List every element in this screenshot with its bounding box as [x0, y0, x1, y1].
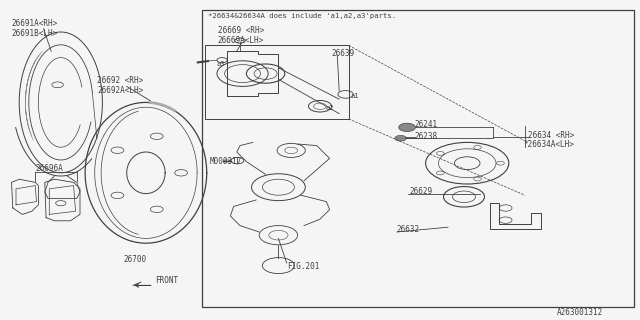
Text: FRONT: FRONT — [156, 276, 179, 285]
Text: 26669A<LH>: 26669A<LH> — [218, 36, 264, 45]
Text: 26669 <RH>: 26669 <RH> — [218, 26, 264, 35]
Text: 26696A: 26696A — [35, 164, 63, 172]
Text: a1: a1 — [351, 93, 359, 99]
Text: a2: a2 — [325, 105, 333, 111]
Text: M000317: M000317 — [210, 157, 243, 166]
Text: 26691B<LH>: 26691B<LH> — [12, 29, 58, 38]
Text: 26691A<RH>: 26691A<RH> — [12, 19, 58, 28]
Text: A263001312: A263001312 — [557, 308, 603, 317]
Text: 26692 <RH>: 26692 <RH> — [97, 76, 143, 85]
Text: *26634A<LH>: *26634A<LH> — [524, 140, 574, 149]
Bar — [202, 10, 634, 307]
Text: 26238: 26238 — [414, 132, 437, 141]
Text: 26632: 26632 — [397, 225, 420, 234]
Text: FIG.201: FIG.201 — [287, 262, 319, 271]
Text: 26629: 26629 — [410, 187, 433, 196]
Text: 26634 <RH>: 26634 <RH> — [528, 131, 574, 140]
Text: 26700: 26700 — [124, 255, 147, 264]
Bar — [205, 45, 349, 119]
Text: 26692A<LH>: 26692A<LH> — [97, 86, 143, 95]
Circle shape — [399, 123, 415, 132]
Text: a3: a3 — [216, 61, 225, 67]
Circle shape — [395, 135, 406, 141]
Text: 26639: 26639 — [332, 49, 355, 58]
Text: *26634&26634A does include 'a1,a2,a3'parts.: *26634&26634A does include 'a1,a2,a3'par… — [208, 13, 396, 19]
Text: 26241: 26241 — [414, 120, 437, 129]
